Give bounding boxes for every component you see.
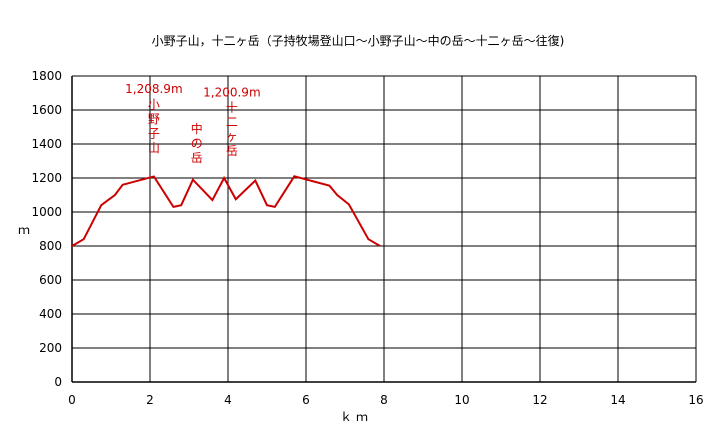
y-tick-label: 400 [39,307,62,321]
x-tick-label: 6 [302,393,310,407]
y-tick-label: 600 [39,273,62,287]
y-tick-label: 1800 [31,69,62,83]
peak-name-label: 中の岳 [191,121,203,165]
chart-title: 小野子山，十二ヶ岳（子持牧場登山口〜小野子山〜中の岳〜十二ヶ岳〜往復) [152,33,565,48]
series-layer [71,175,381,247]
x-tick-label: 4 [224,393,232,407]
y-tick-label: 800 [39,239,62,253]
y-tick-label: 200 [39,341,62,355]
x-tick-label: 2 [146,393,154,407]
x-tick-label: 16 [688,393,703,407]
x-tick-label: 12 [532,393,547,407]
x-tick-label: 0 [68,393,76,407]
y-tick-label: 1200 [31,171,62,185]
peak-elevation-label: 1,208.9m [125,82,183,96]
y-tick-label: 0 [54,375,62,389]
grid [71,75,697,383]
peak-name-label: 小野子山 [148,97,160,155]
y-tick-label: 1600 [31,103,62,117]
axes [71,76,696,383]
elevation-line [71,175,381,247]
x-tick-label: 10 [454,393,469,407]
x-tick-label: 8 [380,393,388,407]
peak-elevation-label: 1,200.9m [203,85,261,99]
x-axis-label: ｋｍ [340,410,372,424]
peak-name-label: 十二ヶ岳 [226,100,238,158]
y-tick-label: 1400 [31,137,62,151]
y-axis-label: ｍ [18,223,30,237]
y-tick-labels: 0 200 400 600 800 1000 1200 1400 1600 1800 [31,69,62,389]
x-tick-labels: 0 2 4 6 8 10 12 14 16 [68,393,703,407]
x-tick-label: 14 [610,393,625,407]
y-tick-label: 1000 [31,205,62,219]
